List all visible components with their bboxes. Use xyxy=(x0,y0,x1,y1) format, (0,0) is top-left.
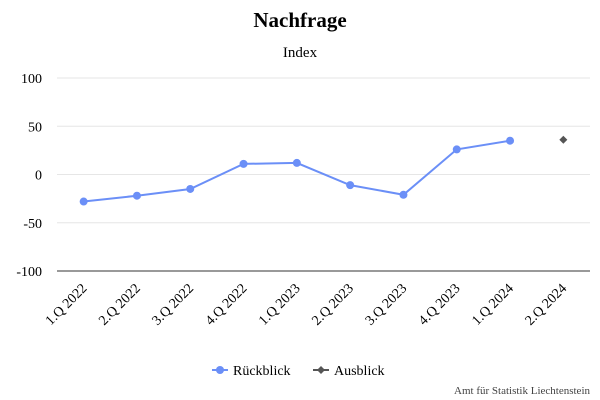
series-line-0 xyxy=(83,139,511,203)
x-tick-label: 2.Q 2023 xyxy=(310,281,357,328)
data-point[interactable] xyxy=(292,158,301,167)
x-axis-ticks: 1.Q 2022 2.Q 2022 3.Q 2022 4.Q 2022 1.Q 2023… xyxy=(43,281,570,328)
series-layer xyxy=(79,135,568,206)
legend-label: Rückblick xyxy=(233,364,291,379)
x-tick-label: 3.Q 2023 xyxy=(363,281,410,328)
data-point[interactable] xyxy=(186,184,195,193)
y-tick-label: -50 xyxy=(23,217,42,232)
y-tick-label: 0 xyxy=(35,169,42,184)
credits[interactable]: Amt für Statistik Liechtenstein xyxy=(454,385,590,397)
x-tick-label: 2.Q 2022 xyxy=(96,281,143,328)
legend-item-1[interactable]: Ausblick xyxy=(313,364,385,379)
x-tick-label: 3.Q 2022 xyxy=(150,281,197,328)
data-point[interactable] xyxy=(559,135,568,144)
chart-title: Nachfrage xyxy=(253,8,346,32)
legend-item-0[interactable]: Rückblick xyxy=(212,364,291,379)
data-point[interactable] xyxy=(239,159,248,168)
data-point[interactable] xyxy=(506,136,515,145)
legend-marker xyxy=(216,366,224,374)
data-point[interactable] xyxy=(399,190,408,199)
y-axis-ticks: 100 50 0 -50 -100 xyxy=(16,72,42,280)
legend: Rückblick Ausblick xyxy=(212,364,385,379)
y-tick-label: 50 xyxy=(28,120,42,135)
legend-marker xyxy=(317,366,325,374)
legend-label: Ausblick xyxy=(334,364,385,379)
chart-subtitle: Index xyxy=(283,45,318,61)
y-tick-label: -100 xyxy=(16,265,42,280)
x-tick-label: 1.Q 2024 xyxy=(469,281,516,328)
x-tick-label: 1.Q 2022 xyxy=(43,281,90,328)
data-point[interactable] xyxy=(452,145,461,154)
x-tick-label: 4.Q 2022 xyxy=(203,281,250,328)
x-tick-label: 4.Q 2023 xyxy=(416,281,463,328)
x-tick-label: 2.Q 2024 xyxy=(523,281,570,328)
data-point[interactable] xyxy=(132,191,141,200)
data-point[interactable] xyxy=(79,197,88,206)
x-tick-label: 1.Q 2023 xyxy=(256,281,303,328)
y-tick-label: 100 xyxy=(21,72,42,87)
data-point[interactable] xyxy=(346,181,355,190)
